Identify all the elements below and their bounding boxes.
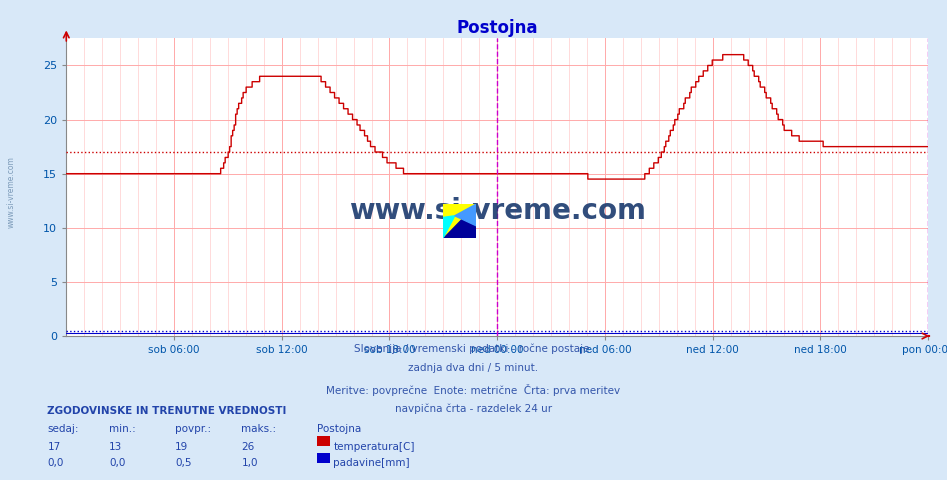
Text: zadnja dva dni / 5 minut.: zadnja dva dni / 5 minut. xyxy=(408,363,539,373)
Text: navpična črta - razdelek 24 ur: navpična črta - razdelek 24 ur xyxy=(395,404,552,414)
Text: www.si-vreme.com: www.si-vreme.com xyxy=(348,197,646,225)
Polygon shape xyxy=(443,204,476,238)
Text: ZGODOVINSKE IN TRENUTNE VREDNOSTI: ZGODOVINSKE IN TRENUTNE VREDNOSTI xyxy=(47,406,287,416)
Text: povpr.:: povpr.: xyxy=(175,424,211,434)
Text: 26: 26 xyxy=(241,442,255,452)
Text: Postojna: Postojna xyxy=(317,424,362,434)
Text: 19: 19 xyxy=(175,442,188,452)
Text: 0,0: 0,0 xyxy=(109,458,125,468)
Text: sedaj:: sedaj: xyxy=(47,424,79,434)
Text: maks.:: maks.: xyxy=(241,424,277,434)
Text: 17: 17 xyxy=(47,442,61,452)
Text: padavine[mm]: padavine[mm] xyxy=(333,458,410,468)
Text: 0,0: 0,0 xyxy=(47,458,63,468)
Text: Slovenija / vremenski podatki - ročne postaje.: Slovenija / vremenski podatki - ročne po… xyxy=(354,343,593,354)
Text: min.:: min.: xyxy=(109,424,135,434)
Title: Postojna: Postojna xyxy=(456,19,538,37)
Polygon shape xyxy=(455,204,476,226)
Polygon shape xyxy=(443,216,455,238)
Text: 1,0: 1,0 xyxy=(241,458,258,468)
Text: 13: 13 xyxy=(109,442,122,452)
Text: Meritve: povprečne  Enote: metrične  Črta: prva meritev: Meritve: povprečne Enote: metrične Črta:… xyxy=(327,384,620,396)
Text: temperatura[C]: temperatura[C] xyxy=(333,442,415,452)
Polygon shape xyxy=(443,204,476,238)
Text: 0,5: 0,5 xyxy=(175,458,191,468)
Text: www.si-vreme.com: www.si-vreme.com xyxy=(7,156,16,228)
